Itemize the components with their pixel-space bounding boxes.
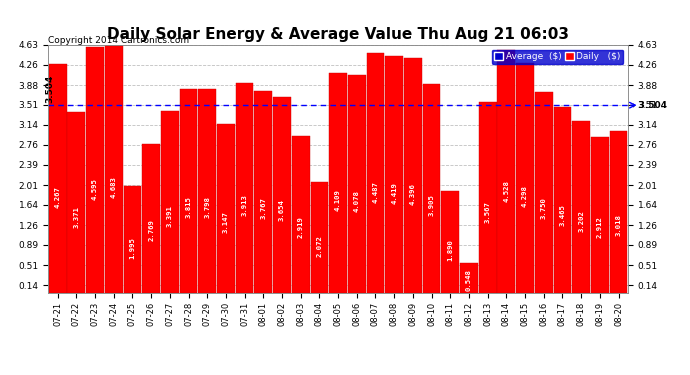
Text: 3.018: 3.018 [615,214,622,236]
Bar [179,88,197,292]
Bar [610,131,627,292]
Bar [348,75,366,292]
Title: Daily Solar Energy & Average Value Thu Aug 21 06:03: Daily Solar Energy & Average Value Thu A… [107,27,569,42]
Text: 2.912: 2.912 [597,216,603,238]
Text: 0.548: 0.548 [466,269,472,291]
Text: 4.396: 4.396 [410,183,416,205]
Text: 3.202: 3.202 [578,210,584,231]
Bar [591,137,609,292]
Bar [553,107,571,292]
Bar [366,53,384,292]
Text: 3.750: 3.750 [541,197,546,219]
Bar [255,91,272,292]
Bar [572,122,590,292]
Text: 3.815: 3.815 [186,196,192,218]
Bar [198,90,216,292]
Bar [385,56,403,292]
Text: 4.595: 4.595 [92,178,98,200]
Bar [49,64,66,292]
Text: 4.078: 4.078 [354,190,359,212]
Text: 2.072: 2.072 [317,235,322,257]
Legend: Average  ($), Daily   ($): Average ($), Daily ($) [492,50,623,64]
Text: 4.528: 4.528 [504,180,509,202]
Bar [516,63,534,292]
Text: 3.567: 3.567 [484,201,491,223]
Bar [161,111,179,292]
Text: 4.109: 4.109 [335,189,341,211]
Bar [273,97,291,292]
Text: 3.504: 3.504 [46,74,55,102]
Text: 1.890: 1.890 [447,239,453,261]
Text: 3.654: 3.654 [279,200,285,221]
Text: 2.919: 2.919 [297,216,304,238]
Bar [310,182,328,292]
Bar [442,192,459,292]
Bar [404,57,422,292]
Bar [292,136,310,292]
Text: 4.683: 4.683 [110,176,117,198]
Text: 2.769: 2.769 [148,219,154,241]
Text: → 3.504: → 3.504 [628,101,667,110]
Text: Copyright 2014 Cartronics.com: Copyright 2014 Cartronics.com [48,36,190,45]
Bar [124,186,141,292]
Text: 3.371: 3.371 [73,206,79,228]
Bar [105,42,123,292]
Text: 3.391: 3.391 [167,206,172,227]
Bar [423,84,440,292]
Text: 3.465: 3.465 [560,204,566,226]
Bar [217,124,235,292]
Bar [479,102,497,292]
Text: 4.487: 4.487 [373,181,379,203]
Text: 4.267: 4.267 [55,186,61,208]
Bar [86,47,104,292]
Bar [142,144,160,292]
Text: 4.419: 4.419 [391,182,397,204]
Text: 3.913: 3.913 [241,194,248,216]
Text: 4.298: 4.298 [522,185,528,207]
Text: 3.905: 3.905 [428,194,435,216]
Text: 3.798: 3.798 [204,196,210,218]
Bar [460,263,478,292]
Bar [68,112,86,292]
Text: 3.147: 3.147 [223,211,229,233]
Bar [329,73,347,292]
Bar [535,92,553,292]
Bar [497,51,515,292]
Text: 3.767: 3.767 [260,197,266,219]
Text: 1.995: 1.995 [130,237,135,259]
Bar [236,83,253,292]
